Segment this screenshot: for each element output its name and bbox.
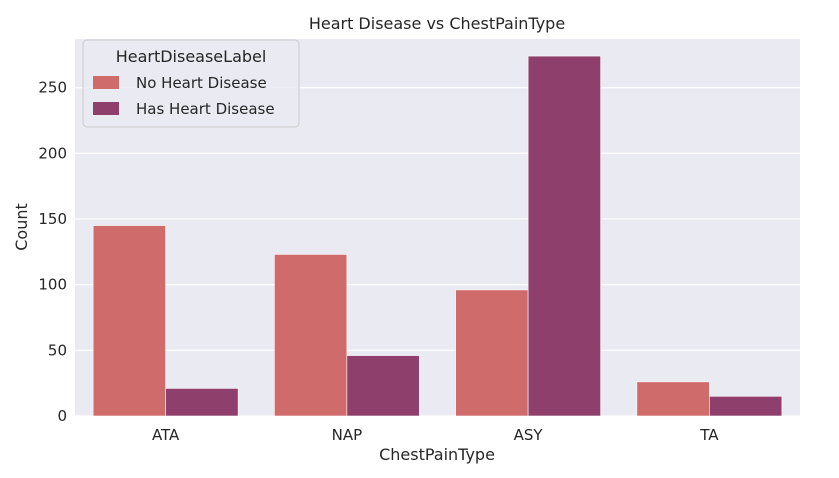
legend: HeartDiseaseLabel No Heart Disease Has He… <box>82 39 300 128</box>
legend-label: No Heart Disease <box>136 74 267 92</box>
y-tick-label: 100 <box>38 276 67 294</box>
bar-nap-series-1 <box>274 254 348 417</box>
bar-ta-series-1 <box>636 381 710 417</box>
x-tick-label: NAP <box>332 426 363 444</box>
bars-group <box>92 55 783 417</box>
chart-title: Heart Disease vs ChestPainType <box>309 14 565 33</box>
bar-asy-series-2 <box>527 55 601 417</box>
bar-ata-series-2 <box>165 388 239 417</box>
legend-box <box>82 39 300 128</box>
legend-swatch <box>93 102 119 115</box>
y-axis-label: Count <box>12 203 31 251</box>
bar-ta-series-2 <box>709 395 783 417</box>
x-tick-label: TA <box>699 426 719 444</box>
y-tick-label: 250 <box>38 79 67 97</box>
bar-ata-series-1 <box>92 225 166 417</box>
y-tick-label: 50 <box>48 341 67 359</box>
y-tick-labels: 0 50 100 150 200 250 <box>38 79 67 425</box>
legend-swatch <box>93 76 119 89</box>
y-tick-label: 150 <box>38 210 67 228</box>
legend-label: Has Heart Disease <box>136 100 275 118</box>
bar-asy-series-1 <box>455 289 529 417</box>
legend-items: No Heart Disease Has Heart Disease <box>93 74 275 118</box>
y-tick-label: 200 <box>38 144 67 162</box>
x-tick-labels: ATA NAP ASY TA <box>152 426 719 444</box>
legend-title: HeartDiseaseLabel <box>116 47 267 66</box>
x-tick-label: ASY <box>514 426 544 444</box>
y-tick-label: 0 <box>57 407 67 425</box>
x-axis-label: ChestPainType <box>379 445 495 464</box>
bar-nap-series-2 <box>346 355 420 417</box>
x-tick-label: ATA <box>152 426 180 444</box>
